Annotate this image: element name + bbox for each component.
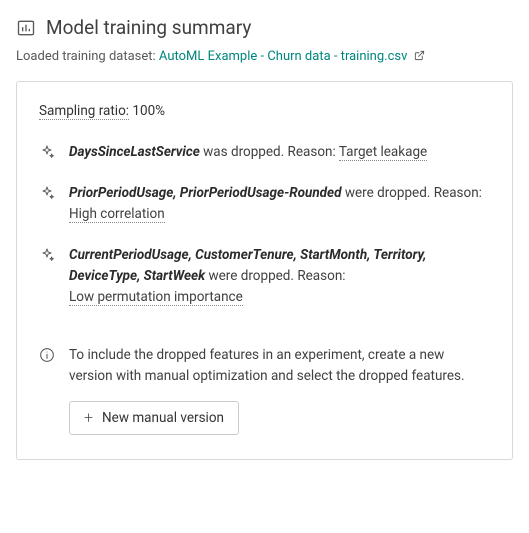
sparkle-icon [39,144,55,160]
header: Model training summary [16,14,513,42]
dataset-row: Loaded training dataset: AutoML Example … [16,48,513,68]
dataset-label: Loaded training dataset: [16,49,156,64]
drop-reason: Target leakage [339,144,427,161]
sparkle-icon [39,185,55,201]
drop-reason: High correlation [69,206,165,223]
sampling-label: Sampling ratio: [39,103,129,120]
drop-verb: were dropped. Reason: [345,185,482,201]
dropped-feature-item: DaysSinceLastService was dropped. Reason… [39,142,490,163]
dataset-link[interactable]: AutoML Example - Churn data - training.c… [159,49,407,64]
dropped-features-list: DaysSinceLastService was dropped. Reason… [39,142,490,308]
external-link-icon [414,49,425,68]
info-item: To include the dropped features in an ex… [39,345,490,435]
summary-card: Sampling ratio: 100% DaysSinceLastServic… [16,81,513,460]
bar-chart-icon [16,18,36,38]
drop-verb: were dropped. Reason: [208,268,345,284]
sampling-value: 100% [132,103,165,119]
info-text: To include the dropped features in an ex… [69,345,490,387]
drop-reason: Low permutation importance [69,289,243,306]
drop-verb: was dropped. Reason: [203,144,336,160]
drop-body: DaysSinceLastService was dropped. Reason… [69,142,490,163]
info-icon [39,347,55,363]
new-manual-version-button[interactable]: + New manual version [69,401,239,435]
drop-features: DaysSinceLastService [69,144,200,160]
button-label: New manual version [102,410,224,426]
dropped-feature-item: CurrentPeriodUsage, CustomerTenure, Star… [39,245,490,308]
drop-body: CurrentPeriodUsage, CustomerTenure, Star… [69,245,490,308]
plus-icon: + [84,410,93,426]
dropped-feature-item: PriorPeriodUsage, PriorPeriodUsage-Round… [39,183,490,225]
sampling-row: Sampling ratio: 100% [39,102,490,122]
sparkle-icon [39,247,55,263]
info-body: To include the dropped features in an ex… [69,345,490,435]
drop-features: PriorPeriodUsage, PriorPeriodUsage-Round… [69,185,342,201]
drop-body: PriorPeriodUsage, PriorPeriodUsage-Round… [69,183,490,225]
page-title: Model training summary [46,14,251,42]
